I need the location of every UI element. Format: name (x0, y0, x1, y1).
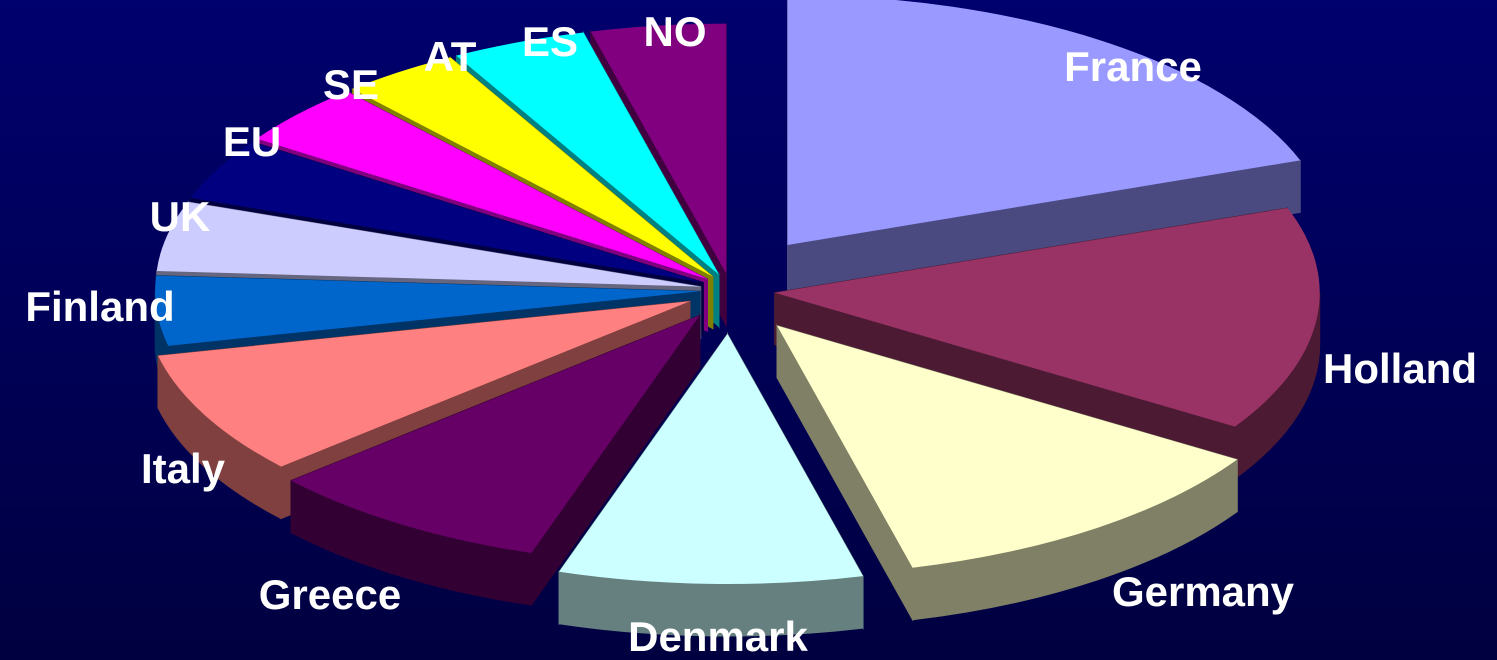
slice-label-no: NO (644, 8, 707, 55)
slice-top (156, 201, 701, 287)
slice-top (787, 0, 1301, 246)
slice-top (590, 23, 727, 274)
slice-top (155, 275, 701, 346)
slice-top (352, 57, 713, 277)
slice-label-france: France (1064, 43, 1202, 90)
pie-slice-denmark (558, 332, 864, 637)
slice-top (456, 32, 719, 275)
slice-top (256, 91, 708, 280)
slice-label-se: SE (323, 61, 379, 108)
slice-label-holland: Holland (1323, 345, 1477, 392)
slice-top (559, 333, 864, 584)
slice-label-uk: UK (150, 193, 211, 240)
slice-top (190, 141, 704, 283)
pie-slice-germany (776, 323, 1238, 622)
slice-label-italy: Italy (141, 445, 226, 492)
slice-label-germany: Germany (1112, 568, 1295, 615)
slice-label-es: ES (522, 18, 578, 65)
slice-top (290, 315, 700, 554)
slice-label-denmark: Denmark (628, 613, 808, 660)
slice-label-finland: Finland (25, 283, 174, 330)
pie-slice-greece (290, 313, 701, 607)
slice-top (774, 208, 1320, 427)
pie-slice-france (787, 0, 1301, 298)
slice-label-eu: EU (223, 118, 281, 165)
slice-label-greece: Greece (259, 571, 401, 618)
slice-top (777, 325, 1238, 568)
slice-top (158, 301, 690, 467)
slice-label-at: AT (424, 33, 477, 80)
